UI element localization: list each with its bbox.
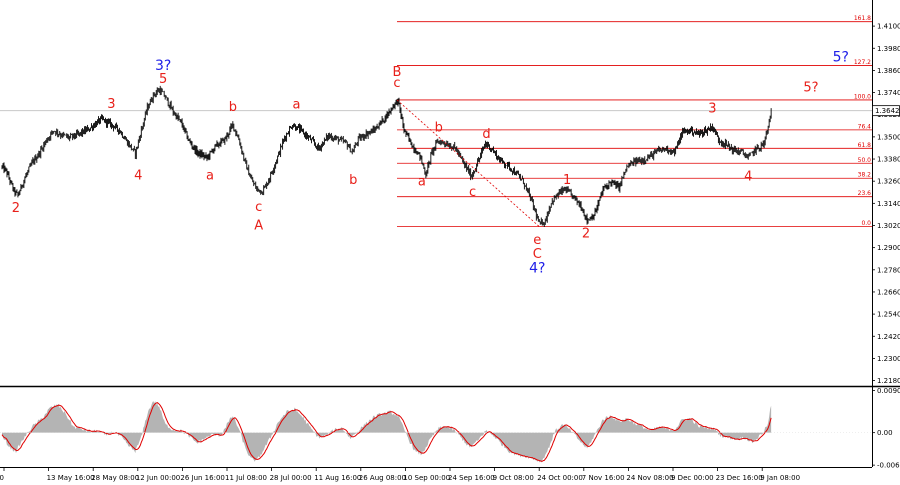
y-tick-label: 1.3740 [877,89,900,97]
x-tick-label: 11 Aug 16:00 [314,474,361,482]
wave-label: 4? [529,260,545,276]
y-tick-label: 1.2900 [877,244,900,252]
wave-label: 4 [744,170,752,185]
wave-label: C [533,247,542,262]
fib-level-label: 23.6 [858,190,872,197]
y-tick-label: 1.3020 [877,222,900,230]
y-tick-label: 1.2780 [877,266,900,274]
y-tick-label: 1.4100 [877,23,900,31]
x-tick-label: 5:00 [0,474,4,482]
x-tick-label: 10 Sep 00:00 [403,474,450,482]
fib-level-label: 38.2 [858,172,872,179]
wave-label: a [293,97,301,112]
x-tick-label: 24 Oct 00:00 [537,474,583,482]
oscillator-signal-line [1,402,772,462]
wave-label: 4 [134,169,142,184]
current-price-label: 1.3642 [875,107,900,115]
x-tick-label: 23 Dec 16:00 [716,474,763,482]
y-tick-label: 1.3980 [877,45,900,53]
x-tick-label: 13 May 16:00 [47,474,95,482]
x-tick-label: 26 Aug 08:00 [359,474,406,482]
x-tick-label: 9 Oct 08:00 [493,474,534,482]
y-tick-label: 1.3260 [877,178,900,186]
price-bars [1,85,772,227]
x-tick-label: 24 Nov 08:00 [626,474,673,482]
x-tick-label: 7 Nov 16:00 [582,474,625,482]
fib-level-label: 161.8 [854,15,871,22]
wave-label: 5? [833,49,849,65]
fib-level-label: 100.0 [854,93,871,100]
x-tick-label: 11 Jul 08:00 [225,474,267,482]
wave-label: c [469,185,476,200]
x-tick-label: 9 Dec 00:00 [671,474,714,482]
wave-label: b [229,100,237,115]
wave-label: a [418,174,426,189]
fib-level-label: 127.2 [854,59,871,66]
wave-label: e [533,233,541,248]
price-axis[interactable]: 1.41001.39801.38601.37401.36201.35001.33… [872,0,900,470]
wave-label: 3? [155,58,171,74]
fib-level-label: 61.8 [858,142,872,149]
x-tick-label: 28 May 08:00 [91,474,139,482]
y-tick-label: 1.3860 [877,67,900,75]
x-tick-label: 28 Jul 00:00 [270,474,312,482]
y-tick-label: 1.3380 [877,156,900,164]
fib-level-label: 76.4 [858,123,872,130]
y-tick-label: 1.3500 [877,133,900,141]
wave-label: B [393,65,402,80]
wave-label: 5 [159,72,167,87]
wave-label: 1 [563,173,571,188]
oscillator-histogram [2,400,772,463]
fib-level-label: 0.0 [861,220,871,227]
wave-label: 5? [803,80,818,95]
y-tick-label: 1.2180 [877,377,900,385]
wave-label: b [349,173,357,188]
wave-label: c [255,200,262,215]
wave-label: c [393,76,400,91]
ind-tick-label: 0.00 [877,429,893,437]
y-tick-label: 1.2420 [877,333,900,341]
ind-tick-label: -0.00693 [877,462,900,470]
wave-label: 2 [582,227,590,242]
wave-label: 3 [708,102,716,117]
oscillator-panel [0,400,872,463]
fibonacci-retracement[interactable]: 0.0 23.6 38.2 50.0 61.8 76.4 100.0 127.2 161.8 [0,15,872,227]
x-tick-label: 12 Jun 00:00 [136,474,180,482]
wave-label: 3 [107,97,115,112]
x-tick-label: 26 Jun 16:00 [180,474,224,482]
wave-label: b [435,121,443,136]
y-tick-label: 1.2300 [877,355,900,363]
ind-tick-label: 0.00901 [877,387,900,395]
wave-label: a [206,169,214,184]
y-tick-label: 1.3140 [877,200,900,208]
y-tick-label: 1.2660 [877,288,900,296]
wave-label: 2 [12,201,20,216]
x-tick-label: 9 Jan 08:00 [760,474,800,482]
fib-level-label: 50.0 [858,157,872,164]
x-tick-label: 24 Sep 16:00 [448,474,495,482]
wave-label: A [254,218,263,233]
wave-label: d [482,127,490,142]
y-tick-label: 1.2540 [877,311,900,319]
